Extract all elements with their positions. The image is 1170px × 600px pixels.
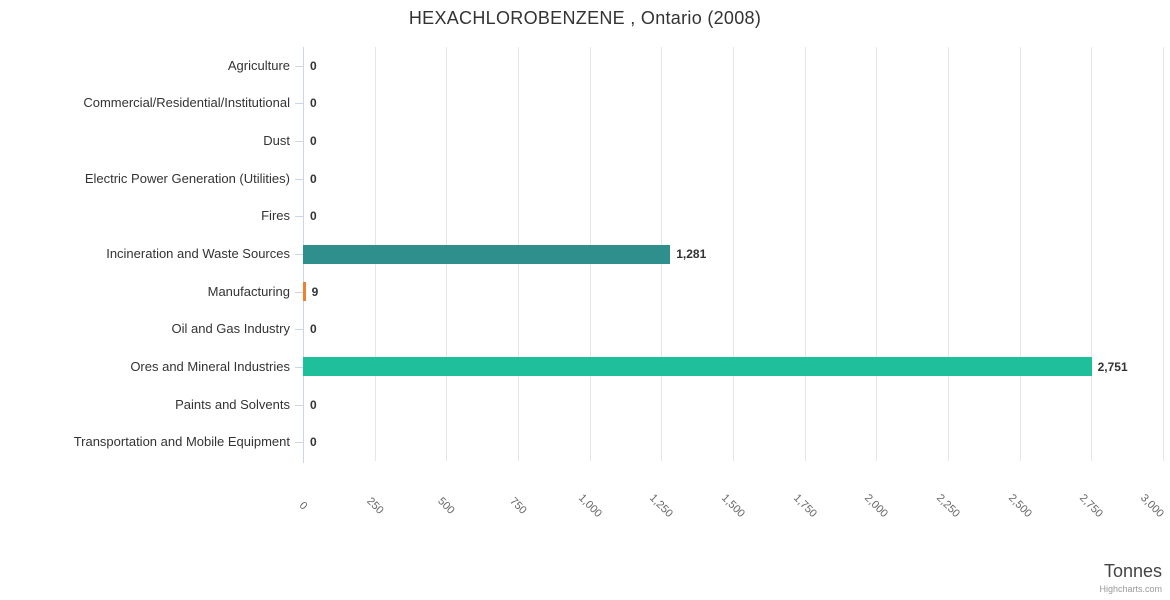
gridline xyxy=(733,47,734,461)
category-label: Paints and Solvents xyxy=(175,396,290,412)
axis-tick xyxy=(295,329,303,330)
axis-tick xyxy=(295,179,303,180)
x-axis-title: Tonnes xyxy=(1103,561,1162,581)
category-label: Ores and Mineral Industries xyxy=(130,358,290,374)
x-tick-label: 2,500 xyxy=(1005,492,1034,520)
bar-data-label: 9 xyxy=(311,284,319,299)
bar-data-label: 0 xyxy=(310,209,317,224)
x-tick-label: 2,250 xyxy=(934,492,962,520)
axis-tick xyxy=(295,292,303,293)
x-tick-label: 3,000 xyxy=(1138,492,1167,520)
x-tick-label: 1,750 xyxy=(790,492,819,520)
x-tick-label: 2,000 xyxy=(862,492,891,520)
x-tick-label: 250 xyxy=(363,495,386,517)
gridline xyxy=(1163,47,1164,461)
bar-data-label: 0 xyxy=(310,171,317,186)
bar-data-label: 0 xyxy=(310,397,317,412)
bar[interactable] xyxy=(303,357,1092,377)
gridline xyxy=(1091,47,1093,461)
category-label: Commercial/Residential/Institutional xyxy=(83,95,290,111)
bar-data-label: 0 xyxy=(310,435,317,450)
x-tick-label: 500 xyxy=(435,495,458,517)
gridline xyxy=(1019,47,1021,461)
gridline xyxy=(876,47,878,461)
x-tick-label: 1,500 xyxy=(719,492,747,520)
bar-data-label: 2,751 xyxy=(1097,359,1128,374)
category-label: Dust xyxy=(263,133,290,149)
chart-title: HEXACHLOROBENZENE , Ontario (2008) xyxy=(408,8,762,28)
axis-tick xyxy=(295,405,303,406)
axis-tick xyxy=(295,103,303,104)
category-label: Electric Power Generation (Utilities) xyxy=(84,170,290,186)
bar-data-label: 0 xyxy=(310,322,317,337)
axis-tick xyxy=(295,66,303,67)
x-tick-label: 1,000 xyxy=(575,492,604,520)
category-label: Manufacturing xyxy=(207,283,290,299)
highcharts-credit[interactable]: Highcharts.com xyxy=(1099,584,1162,594)
category-label: Incineration and Waste Sources xyxy=(106,246,290,261)
axis-tick xyxy=(295,141,303,142)
bar-data-label: 0 xyxy=(310,134,317,149)
axis-tick xyxy=(295,367,303,368)
x-tick-label: 750 xyxy=(507,495,529,517)
axis-tick xyxy=(295,442,303,443)
gridline xyxy=(804,47,806,461)
bar[interactable] xyxy=(303,244,671,264)
bar[interactable] xyxy=(303,282,306,302)
category-label: Fires xyxy=(261,208,290,224)
x-tick-label: 1,250 xyxy=(647,492,676,520)
x-tick-label: 2,750 xyxy=(1077,492,1106,520)
category-label: Oil and Gas Industry xyxy=(171,321,291,337)
x-tick-label: 0 xyxy=(296,499,310,513)
category-label: Agriculture xyxy=(227,57,290,73)
axis-tick xyxy=(295,254,303,255)
gridline xyxy=(948,47,949,461)
bar-data-label: 0 xyxy=(310,96,317,111)
bar-data-label: 1,281 xyxy=(676,247,707,261)
category-label: Transportation and Mobile Equipment xyxy=(73,434,290,450)
axis-tick xyxy=(295,216,303,217)
bar-data-label: 0 xyxy=(310,58,317,73)
